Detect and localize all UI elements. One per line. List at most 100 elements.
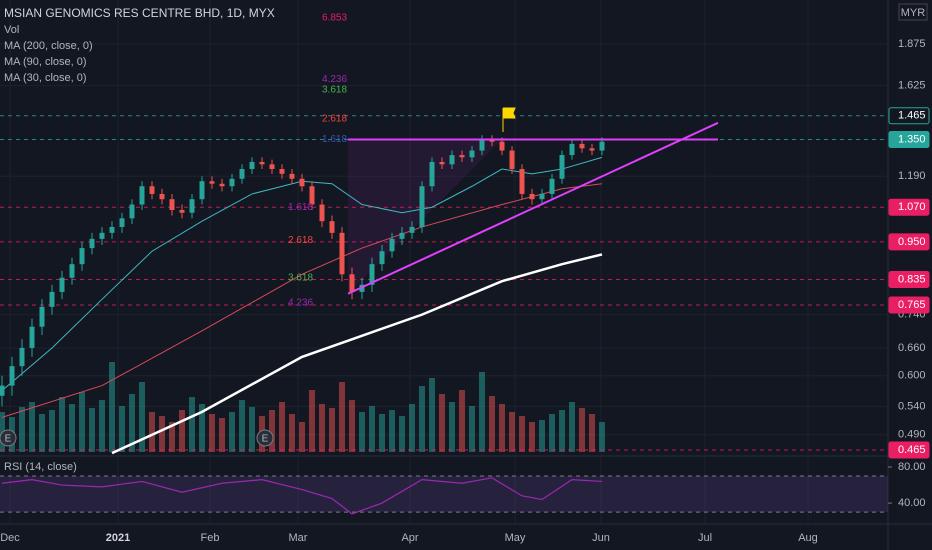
y-tick-label: 0.660 bbox=[898, 342, 926, 354]
currency-box bbox=[898, 3, 928, 21]
price-level-box bbox=[888, 131, 930, 149]
fib-label: 4.236 bbox=[288, 298, 313, 309]
volume-bar bbox=[99, 400, 105, 452]
trend-line bbox=[347, 121, 719, 295]
volume-bar bbox=[449, 402, 455, 452]
candle-body bbox=[419, 186, 425, 227]
volume-bar bbox=[39, 414, 45, 452]
candle-body bbox=[579, 143, 585, 149]
moving-average bbox=[111, 253, 603, 455]
price-level-label: 0.765 bbox=[898, 299, 926, 311]
volume-bar bbox=[239, 400, 245, 452]
candle-body bbox=[509, 150, 515, 170]
fib-label: 4.236 bbox=[322, 74, 347, 85]
volume-bar bbox=[49, 410, 55, 452]
candle-body bbox=[169, 199, 175, 210]
volume-bar bbox=[459, 390, 465, 452]
volume-bar bbox=[579, 408, 585, 452]
volume-bar bbox=[139, 382, 145, 452]
candle-body bbox=[249, 161, 255, 170]
volume-bar bbox=[129, 394, 135, 452]
candle-body bbox=[489, 139, 495, 142]
volume-bar bbox=[589, 414, 595, 452]
y-tick-label: 0.490 bbox=[898, 429, 926, 441]
volume-bar bbox=[79, 392, 85, 452]
earnings-marker-text: E bbox=[262, 434, 269, 445]
volume-bar bbox=[159, 416, 165, 452]
candle-body bbox=[99, 232, 105, 239]
candle-body bbox=[179, 209, 185, 213]
candle-body bbox=[519, 169, 525, 194]
candle-body bbox=[229, 178, 235, 187]
x-tick-label: Feb bbox=[201, 532, 220, 544]
volume-bar bbox=[149, 412, 155, 452]
candle-body bbox=[279, 169, 285, 174]
fib-label: 3.618 bbox=[322, 85, 347, 96]
candle-body bbox=[439, 161, 445, 165]
volume-bar bbox=[299, 422, 305, 452]
candle-body bbox=[449, 155, 455, 165]
volume-bar bbox=[539, 420, 545, 452]
candle-body bbox=[149, 186, 155, 194]
candle-body bbox=[309, 186, 315, 205]
volume-bar bbox=[229, 412, 235, 452]
volume-bar bbox=[379, 414, 385, 452]
volume-bar bbox=[89, 408, 95, 452]
fib-label: 3.618 bbox=[288, 272, 313, 283]
volume-bar bbox=[339, 382, 345, 452]
candle-body bbox=[289, 173, 295, 179]
candle-body bbox=[479, 139, 485, 151]
candle-body bbox=[299, 178, 305, 187]
candle-body bbox=[559, 155, 565, 179]
rsi-tick-label: 80.00 bbox=[898, 461, 926, 473]
candle-body bbox=[269, 164, 275, 170]
chart-title: MSIAN GENOMICS RES CENTRE BHD, 1D, MYX bbox=[4, 6, 275, 20]
y-tick-label: 0.540 bbox=[898, 400, 926, 412]
candle-body bbox=[399, 232, 405, 239]
candle-body bbox=[319, 204, 325, 222]
volume-bar bbox=[309, 390, 315, 452]
fib-label: 6.853 bbox=[322, 13, 347, 24]
moving-average bbox=[1, 156, 603, 392]
candle-body bbox=[49, 291, 55, 307]
candle-body bbox=[189, 199, 195, 213]
x-tick-label: Jun bbox=[592, 532, 610, 544]
volume-bar bbox=[119, 406, 125, 452]
price-level-label: 0.835 bbox=[898, 273, 926, 285]
volume-bar bbox=[499, 404, 505, 452]
x-tick-label: Aug bbox=[798, 532, 818, 544]
price-level-box bbox=[888, 107, 930, 125]
legend-volume: Vol bbox=[4, 24, 19, 36]
price-level-label: 1.070 bbox=[898, 201, 926, 213]
volume-bar bbox=[359, 412, 365, 452]
x-tick-label: Apr bbox=[401, 532, 418, 544]
volume-bar bbox=[209, 414, 215, 452]
candle-body bbox=[349, 274, 355, 292]
candle-body bbox=[159, 193, 165, 200]
candle-body bbox=[29, 326, 35, 348]
volume-bar bbox=[519, 416, 525, 452]
earnings-marker bbox=[0, 429, 17, 447]
pattern-shade bbox=[348, 139, 502, 294]
volume-bar bbox=[329, 408, 335, 452]
volume-bar bbox=[69, 404, 75, 452]
price-level-label: 1.465 bbox=[898, 110, 926, 122]
volume-bar bbox=[189, 397, 195, 452]
y-tick-label: 0.600 bbox=[898, 370, 926, 382]
earnings-marker-text: E bbox=[5, 434, 12, 445]
volume-bar bbox=[279, 402, 285, 452]
volume-bar bbox=[349, 400, 355, 452]
currency-label: MYR bbox=[901, 7, 926, 19]
price-level-box bbox=[888, 270, 930, 288]
rsi-tick-label: 40.00 bbox=[898, 497, 926, 509]
candle-body bbox=[539, 193, 545, 200]
candle-body bbox=[499, 141, 505, 151]
volume-bar bbox=[399, 416, 405, 452]
candle-body bbox=[139, 186, 145, 205]
flag-icon bbox=[502, 107, 516, 132]
candle-body bbox=[259, 161, 265, 165]
price-level-box bbox=[888, 296, 930, 314]
